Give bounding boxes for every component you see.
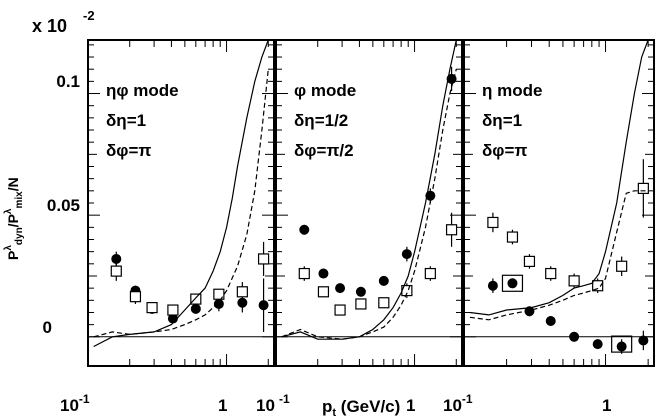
panel-eta-phi-annotation-0: ηφ mode: [106, 81, 179, 100]
panel-phi-point-filled-circle: [335, 283, 346, 294]
panel-eta-phi-point-filled-circle: [258, 300, 269, 311]
panel-eta-point-open-square: [506, 231, 519, 243]
panel-eta-phi-point-open-square: [110, 265, 122, 277]
panel-phi-annotation-1: δη=1/2: [294, 111, 348, 130]
panel-phi-point-filled-circle: [299, 224, 310, 235]
x-tick-labels: 10-1 1 10 -1 1 10-1 1: [60, 392, 611, 415]
panel-eta-annotation-2: δφ=π: [482, 141, 527, 160]
panel-eta-point-open-square: [545, 267, 557, 280]
panel-eta-point-open-square: [487, 216, 499, 229]
panel-phi-point-open-square: [355, 298, 367, 310]
panel-eta-point-filled-circle: [638, 335, 649, 346]
x-tick-label-one-3: 1: [602, 396, 611, 415]
panel-eta-point-open-square: [523, 255, 536, 267]
panel-eta-phi-point-filled-circle: [213, 298, 224, 309]
panel-eta-dashed-line: [469, 190, 649, 321]
panel-eta-phi-point-open-square: [236, 286, 248, 298]
panel-eta: η mode δη=1 δφ=π: [463, 39, 655, 367]
panel-phi-annotation-0: φ mode: [294, 81, 356, 100]
panel-eta-data-layer: [469, 40, 649, 354]
panel-eta-phi-data-layer: [93, 40, 270, 348]
x-tick-label-ten-1: 10: [256, 396, 275, 415]
y-tick-label-0-1: 0.1: [56, 72, 80, 91]
x-tick-label-decade-1: 10-1: [60, 392, 90, 415]
panel-eta-systematic-box: [611, 335, 633, 353]
panel-eta-point-filled-circle: [545, 315, 556, 326]
panel-eta-annotation-0: η mode: [482, 81, 542, 100]
panel-eta-phi-point-open-square: [167, 304, 179, 316]
y-tick-labels: 0 0.05 0.1: [43, 72, 80, 337]
panel-eta-phi-point-open-square: [146, 302, 158, 314]
panel-phi-point-open-square: [298, 267, 310, 280]
panel-phi-solid-line: [281, 40, 457, 340]
x-tick-label-decade-2-exp: -1: [279, 392, 290, 406]
panel-eta-point-filled-circle: [616, 341, 627, 352]
y-tick-label-0-05: 0.05: [47, 196, 80, 215]
panel-phi-annotation-2: δφ=π/2: [294, 141, 354, 160]
panel-phi-point-open-square: [424, 267, 436, 280]
panel-phi-point-filled-circle: [378, 275, 389, 286]
x-tick-label-one-1: 1: [218, 396, 227, 415]
panel-eta-phi-point-open-square: [213, 288, 225, 300]
panel-eta-phi-point-open-square: [190, 293, 202, 305]
panel-phi-point-filled-circle: [318, 268, 329, 279]
scale-factor-label: x 10 -2: [32, 8, 95, 36]
panels: ηφ mode δη=1 δφ=π φ mode δη=1/2 δφ=π/2 η mode δ…: [87, 39, 655, 367]
panel-eta-point-open-square: [568, 275, 580, 287]
panel-eta-point-filled-circle: [507, 278, 518, 289]
panel-phi-point-open-square: [378, 297, 390, 309]
panel-eta-point-open-square: [637, 182, 649, 195]
panel-eta-phi-solid-line: [93, 40, 269, 348]
panel-eta-annotation-1: δη=1: [482, 111, 522, 130]
panel-phi-point-open-square: [334, 304, 346, 316]
x-tick-label-ten-2: 10-1: [443, 392, 473, 415]
panel-phi-data-layer: [281, 40, 458, 340]
panel-eta-point-filled-circle: [487, 280, 498, 291]
panel-eta-phi-annotation-2: δφ=π: [106, 141, 151, 160]
panel-eta-point-open-square: [592, 280, 604, 292]
panel-phi-point-filled-circle: [355, 286, 366, 297]
panel-eta-phi-annotation-1: δη=1: [106, 111, 146, 130]
scale-factor-exponent: -2: [83, 8, 95, 23]
panel-phi: φ mode δη=1/2 δφ=π/2: [275, 39, 463, 367]
y-axis-label: Pλdyn/Pλmix/N: [3, 177, 25, 260]
x-axis-label-text: pt (GeV/c): [322, 397, 400, 416]
panel-phi-point-filled-circle: [401, 249, 412, 260]
panel-eta-phi-point-open-square: [257, 253, 270, 265]
panel-eta-point-open-square: [616, 260, 628, 272]
panel-eta-phi: ηφ mode δη=1 δφ=π: [87, 39, 275, 367]
x-axis-label: pt (GeV/c): [322, 397, 400, 416]
panel-eta-systematic-box: [501, 274, 524, 292]
panel-eta-solid-line: [469, 40, 649, 316]
panel-eta-phi-dashed-line: [93, 69, 269, 338]
panel-phi-point-open-square: [445, 224, 458, 236]
panel-eta-phi-point-open-square: [129, 291, 142, 303]
panel-phi-point-open-square: [317, 286, 330, 298]
panel-eta-point-filled-circle: [592, 339, 603, 350]
panel-eta-phi-point-filled-circle: [190, 303, 201, 314]
panel-eta-point-filled-circle: [569, 331, 580, 342]
y-axis-label-text: Pλdyn/Pλmix/N: [3, 177, 25, 260]
scale-factor-text: x 10: [32, 16, 67, 36]
panel-phi-dashed-line: [281, 69, 457, 340]
y-tick-label-0: 0: [43, 318, 52, 337]
x-tick-label-one-2: 1: [406, 396, 415, 415]
